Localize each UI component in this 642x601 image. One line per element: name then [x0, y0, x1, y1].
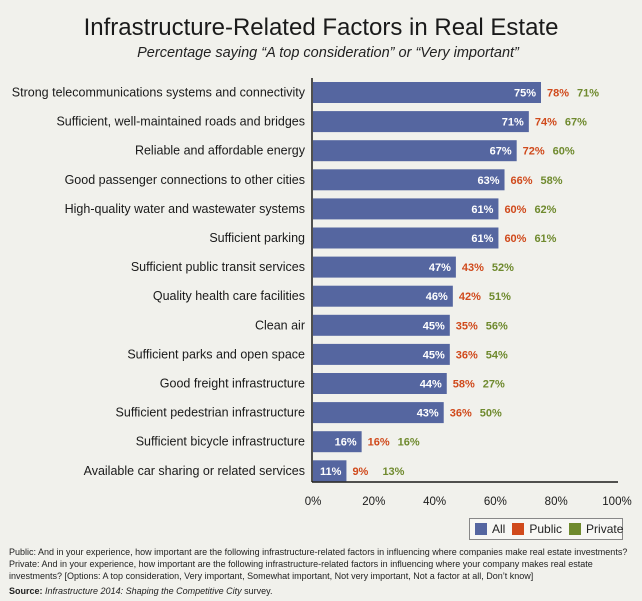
bar-all — [313, 460, 347, 482]
data-label-private: 52% — [492, 262, 514, 274]
chart-subtitle: Percentage saying “A top consideration” … — [137, 45, 519, 61]
footnote: Public: And in your experience, how impo… — [9, 547, 628, 581]
bar-all — [313, 285, 453, 307]
source-suffix: survey. — [241, 586, 273, 596]
data-label-public: 36% — [456, 349, 478, 361]
legend-label-public: Public — [529, 522, 563, 536]
data-label-private: 13% — [382, 466, 404, 478]
data-label-private: 58% — [541, 175, 563, 187]
data-label-public: 43% — [462, 262, 484, 274]
data-label-public: 60% — [504, 204, 526, 216]
bar-all — [313, 140, 517, 162]
data-label-public: 16% — [368, 437, 390, 449]
legend-item-all: All — [475, 522, 505, 536]
x-tick-label: 100% — [602, 496, 631, 508]
bar-all — [313, 314, 450, 336]
data-label-private: 27% — [483, 379, 505, 391]
category-label: Sufficient parking — [209, 231, 305, 245]
bar-all — [313, 402, 444, 424]
data-label-all: 43% — [417, 408, 439, 420]
data-label-private: 62% — [534, 204, 556, 216]
category-label: Clean air — [255, 318, 305, 332]
data-label-private: 61% — [534, 233, 556, 245]
data-label-private: 60% — [553, 146, 575, 158]
data-label-public: 58% — [453, 379, 475, 391]
data-label-public: 66% — [511, 175, 533, 187]
data-label-all: 75% — [514, 88, 536, 100]
bar-all — [313, 256, 456, 278]
data-label-public: 60% — [504, 233, 526, 245]
legend-item-public: Public — [512, 522, 562, 536]
data-label-public: 35% — [456, 320, 478, 332]
data-label-private: 54% — [486, 349, 508, 361]
data-label-public: 42% — [459, 291, 481, 303]
x-tick-label: 60% — [484, 496, 507, 508]
bar-all — [313, 431, 362, 453]
data-label-all: 67% — [490, 146, 512, 158]
data-label-all: 47% — [429, 262, 451, 274]
bar-all — [313, 82, 541, 103]
category-label: Sufficient parks and open space — [127, 347, 305, 361]
category-label: Sufficient bicycle infrastructure — [136, 435, 305, 449]
legend-swatch-all — [475, 523, 487, 535]
legend-label-all: All — [492, 522, 506, 536]
category-label: Quality health care facilities — [153, 289, 305, 303]
bar-all — [313, 373, 447, 394]
data-label-public: 74% — [535, 117, 557, 129]
data-label-all: 44% — [420, 379, 442, 391]
data-label-public: 36% — [450, 408, 472, 420]
category-label: Sufficient public transit services — [131, 260, 305, 274]
data-label-all: 11% — [320, 466, 342, 478]
category-label: Good freight infrastructure — [160, 377, 305, 391]
source-title: Infrastructure 2014: Shaping the Competi… — [45, 586, 242, 596]
category-label: Available car sharing or related service… — [84, 464, 305, 478]
data-label-all: 45% — [423, 349, 445, 361]
data-label-all: 61% — [471, 204, 493, 216]
data-label-public: 72% — [523, 146, 545, 158]
data-label-all: 46% — [426, 291, 448, 303]
chart-title: Infrastructure-Related Factors in Real E… — [83, 14, 559, 41]
x-tick-label: 0% — [305, 496, 322, 508]
legend-label-private: Private — [586, 522, 624, 536]
source-line: Source: Infrastructure 2014: Shaping the… — [9, 586, 272, 596]
bar-all — [313, 227, 499, 249]
data-label-all: 16% — [335, 437, 357, 449]
data-label-all: 71% — [502, 117, 524, 129]
source-label: Source: — [9, 586, 43, 596]
legend-swatch-private — [569, 523, 582, 535]
data-label-private: 50% — [480, 408, 502, 420]
bar-all — [313, 198, 499, 220]
legend-swatch-public — [512, 523, 525, 535]
bar-chart: Strong telecommunications systems and co… — [12, 78, 632, 508]
x-tick-label: 80% — [545, 496, 568, 508]
category-label: Sufficient, well-maintained roads and br… — [56, 115, 305, 129]
data-label-private: 56% — [486, 320, 508, 332]
category-label: Reliable and affordable energy — [135, 144, 306, 158]
legend-item-private: Private — [569, 522, 623, 536]
x-tick-label: 40% — [423, 496, 446, 508]
bar-all — [313, 343, 450, 365]
bar-all — [313, 169, 505, 191]
data-label-all: 61% — [471, 233, 493, 245]
data-label-private: 51% — [489, 291, 511, 303]
data-label-private: 16% — [398, 437, 420, 449]
chart-legend: All Public Private — [469, 518, 623, 540]
data-label-public: 9% — [352, 466, 368, 478]
data-label-all: 63% — [477, 175, 499, 187]
data-label-private: 71% — [577, 88, 599, 100]
category-label: Strong telecommunications systems and co… — [12, 86, 306, 100]
data-label-public: 78% — [547, 88, 569, 100]
x-tick-label: 20% — [362, 496, 385, 508]
data-label-all: 45% — [423, 320, 445, 332]
bar-all — [313, 111, 529, 133]
category-label: High-quality water and wastewater system… — [65, 202, 305, 216]
category-label: Good passenger connections to other citi… — [65, 173, 305, 187]
data-label-private: 67% — [565, 117, 587, 129]
category-label: Sufficient pedestrian infrastructure — [116, 406, 306, 420]
